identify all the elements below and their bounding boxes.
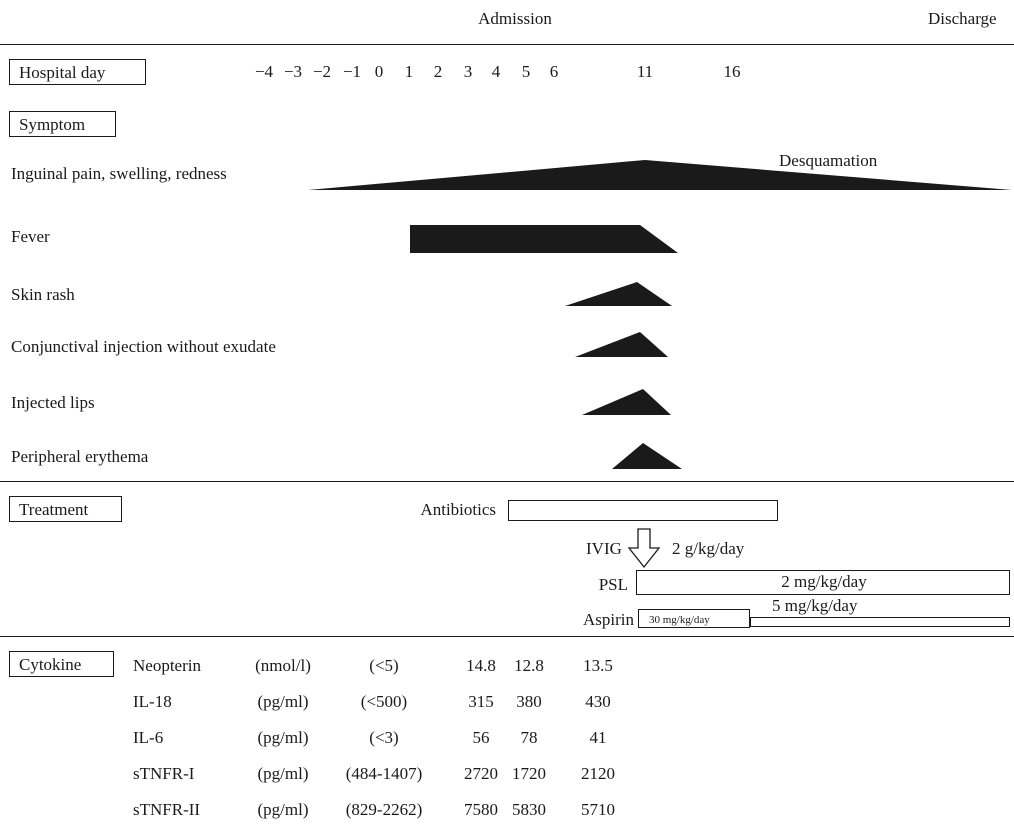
day-tick: 1 bbox=[404, 62, 414, 81]
cytokine-value: 14.8 bbox=[466, 656, 496, 675]
discharge-label: Discharge bbox=[928, 9, 997, 28]
day-tick: 6 bbox=[549, 62, 559, 81]
cytokine-unit: (pg/ml) bbox=[257, 728, 309, 747]
fever-symptom-bar bbox=[410, 225, 678, 253]
aspirin-low-dose-bar bbox=[750, 617, 1010, 627]
cytokine-name: Neopterin bbox=[133, 656, 201, 675]
treatment-divider bbox=[0, 481, 1014, 482]
cytokine-value: 7580 bbox=[464, 800, 498, 819]
cytokine-value: 78 bbox=[520, 728, 538, 747]
day-tick: 4 bbox=[491, 62, 501, 81]
antibiotics-bar bbox=[508, 500, 778, 521]
day-tick: 3 bbox=[463, 62, 473, 81]
cytokine-value: 2120 bbox=[581, 764, 615, 783]
cytokine-value: 315 bbox=[468, 692, 494, 711]
top-rule bbox=[0, 44, 1014, 45]
admission-label: Admission bbox=[478, 9, 552, 28]
psl-bar: 2 mg/kg/day bbox=[636, 570, 1010, 595]
inguinal-symptom-bar bbox=[308, 160, 1012, 190]
lips-symptom-bar bbox=[582, 389, 671, 415]
cytokine-name: IL-6 bbox=[133, 728, 164, 747]
cytokine-reference: (<500) bbox=[360, 692, 408, 711]
symptom-label-inguinal: Inguinal pain, swelling, redness bbox=[11, 164, 227, 183]
symptom-label-conjunctival: Conjunctival injection without exudate bbox=[11, 337, 276, 356]
cytokine-name: sTNFR-II bbox=[133, 800, 201, 819]
aspirin-label: Aspirin bbox=[583, 610, 634, 629]
cytokine-value: 380 bbox=[516, 692, 542, 711]
cytokine-value: 56 bbox=[472, 728, 490, 747]
day-tick: −2 bbox=[312, 62, 332, 81]
hospital-day-label: Hospital day bbox=[9, 59, 146, 85]
cytokine-unit: (pg/ml) bbox=[257, 800, 309, 819]
ivig-arrow-icon bbox=[627, 528, 661, 569]
symptom-label-lips: Injected lips bbox=[11, 393, 95, 412]
cytokine-value: 5710 bbox=[581, 800, 615, 819]
cytokine-unit: (nmol/l) bbox=[255, 656, 311, 675]
erythema-symptom-bar bbox=[612, 443, 682, 469]
aspirin-high-dose-bar: 30 mg/kg/day bbox=[638, 609, 750, 628]
antibiotics-label: Antibiotics bbox=[420, 500, 496, 519]
skin-rash-symptom-bar bbox=[565, 282, 672, 306]
ivig-label: IVIG bbox=[586, 539, 622, 558]
cytokine-reference: (829-2262) bbox=[345, 800, 423, 819]
day-tick: −4 bbox=[254, 62, 274, 81]
cytokine-value: 1720 bbox=[512, 764, 546, 783]
day-tick: 11 bbox=[636, 62, 654, 81]
psl-label: PSL bbox=[598, 575, 628, 594]
treatment-section-label: Treatment bbox=[9, 496, 122, 522]
cytokine-unit: (pg/ml) bbox=[257, 692, 309, 711]
ivig-dose: 2 g/kg/day bbox=[672, 539, 745, 558]
day-tick: −1 bbox=[342, 62, 362, 81]
cytokine-divider bbox=[0, 636, 1014, 637]
symptom-label-erythema: Peripheral erythema bbox=[11, 447, 149, 466]
cytokine-name: IL-18 bbox=[133, 692, 172, 711]
day-tick: 2 bbox=[433, 62, 443, 81]
conjunctival-symptom-bar bbox=[575, 332, 668, 357]
cytokine-reference: (<3) bbox=[369, 728, 399, 747]
cytokine-value: 41 bbox=[589, 728, 607, 747]
cytokine-value: 5830 bbox=[512, 800, 546, 819]
cytokine-name: sTNFR-I bbox=[133, 764, 195, 783]
symptom-label-skin-rash: Skin rash bbox=[11, 285, 75, 304]
psl-dose: 2 mg/kg/day bbox=[781, 572, 867, 591]
cytokine-unit: (pg/ml) bbox=[257, 764, 309, 783]
day-tick: −3 bbox=[283, 62, 303, 81]
cytokine-reference: (<5) bbox=[369, 656, 399, 675]
cytokine-section-label: Cytokine bbox=[9, 651, 114, 677]
cytokine-value: 12.8 bbox=[514, 656, 544, 675]
symptom-label-fever: Fever bbox=[11, 227, 50, 246]
day-tick: 5 bbox=[521, 62, 531, 81]
day-tick: 0 bbox=[374, 62, 384, 81]
cytokine-value: 2720 bbox=[464, 764, 498, 783]
aspirin-high-dose: 30 mg/kg/day bbox=[649, 614, 710, 626]
desquamation-label: Desquamation bbox=[779, 151, 878, 170]
day-tick: 16 bbox=[723, 62, 741, 81]
cytokine-value: 430 bbox=[585, 692, 611, 711]
aspirin-low-dose: 5 mg/kg/day bbox=[772, 596, 858, 615]
cytokine-value: 13.5 bbox=[583, 656, 613, 675]
cytokine-reference: (484-1407) bbox=[345, 764, 423, 783]
symptom-section-label: Symptom bbox=[9, 111, 116, 137]
